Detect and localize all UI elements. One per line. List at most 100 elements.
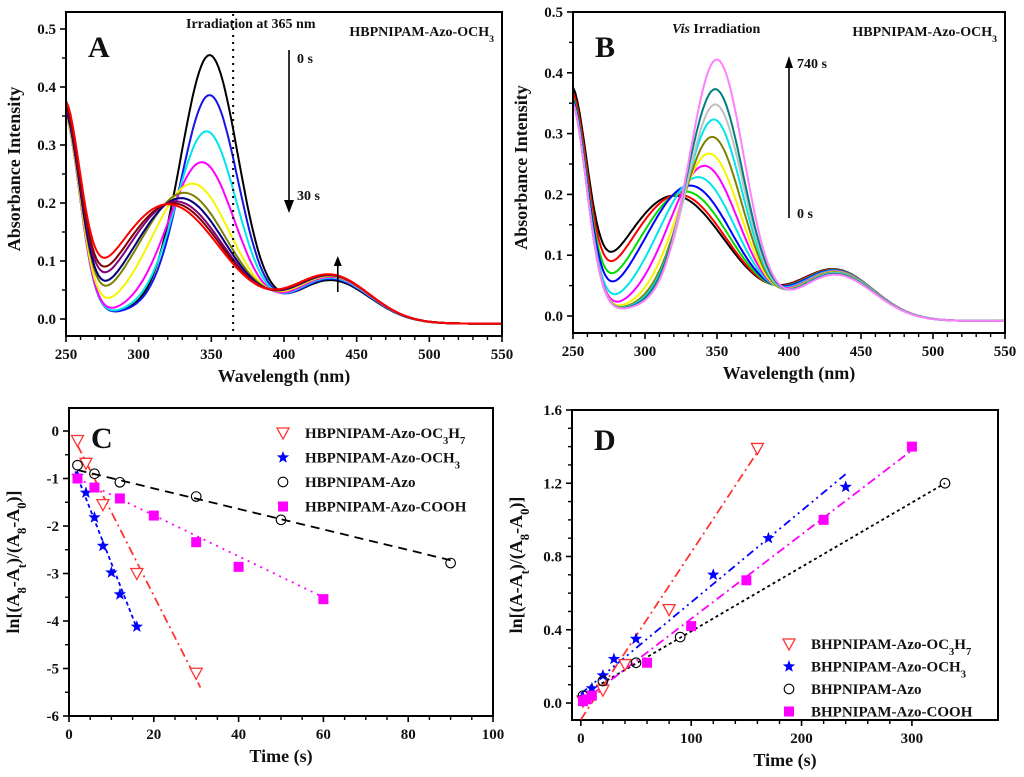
- circle-marker: [597, 675, 609, 687]
- circle-marker: [939, 477, 951, 489]
- triangle-marker: [595, 684, 610, 698]
- x-tick-label: 550: [491, 347, 514, 363]
- series-group: [573, 58, 1005, 322]
- legend-item: HBPNIPAM-Azo-COOH: [278, 500, 467, 516]
- legend-item: HBPNIPAM-Azo: [277, 475, 416, 491]
- square-marker: [148, 510, 159, 521]
- panel-c: 0 20 40 60 80 100 0 -1 -2 -3 -4 -5 -6 Time (s) Cln[(A8…: [3, 407, 504, 767]
- legend-item: BHPNIPAM-Azo-COOH: [784, 705, 973, 721]
- y-tick-label: 0.0: [543, 696, 562, 712]
- circle-marker: [445, 557, 456, 569]
- triangle-marker: [781, 638, 797, 652]
- y-tick-label: -1: [47, 472, 60, 488]
- legend: HBPNIPAM-Azo-OC3H7 HBPNIPAM-Azo-OCH3 HBPNI…: [275, 426, 467, 516]
- panel-d: 0 100 200 300 0.0 0.4 0.8 1.2 1.6 Time (s) Dln[(A-…: [506, 403, 999, 771]
- star-marker: [629, 632, 643, 645]
- star-marker: [105, 566, 118, 578]
- y-tick-label: -5: [47, 662, 60, 678]
- y-tick-label: 0.5: [544, 5, 563, 21]
- y-tick-label: 0.4: [37, 80, 56, 96]
- circle-marker: [277, 476, 289, 488]
- circle-marker: [275, 514, 287, 526]
- legend-label: BHPNIPAM-Azo-OCH3: [811, 660, 966, 681]
- square-marker: [233, 561, 244, 572]
- fit-line: [580, 449, 913, 704]
- square-marker: [89, 482, 100, 493]
- legend-label: HBPNIPAM-Azo-COOH: [305, 500, 467, 516]
- y-tick-label: -4: [47, 614, 60, 630]
- y-tick-label: 0.8: [543, 550, 562, 566]
- x-tick-label: 500: [922, 344, 945, 360]
- spectrum-line: [66, 100, 502, 325]
- square-marker: [114, 493, 125, 504]
- square-marker: [318, 594, 329, 605]
- star-marker: [762, 531, 775, 544]
- y-tick-label: 0.1: [37, 254, 56, 270]
- triangle-marker: [662, 603, 677, 617]
- triangle-marker: [750, 442, 765, 456]
- x-tick-label: 400: [778, 344, 801, 360]
- legend-label: HBPNIPAM-Azo-OC3H7: [305, 426, 465, 447]
- x-tick-label: 500: [418, 347, 441, 363]
- triangle-marker: [129, 567, 144, 581]
- arrow-end-label: 740 s: [797, 57, 828, 72]
- spectrum-line: [66, 115, 502, 325]
- y-tick-label: 0.5: [37, 22, 56, 38]
- x-axis-label: Wavelength (nm): [723, 363, 856, 384]
- circle-marker: [630, 657, 642, 669]
- triangle-marker: [275, 427, 291, 441]
- x-axis-label: Time (s): [249, 746, 312, 767]
- square-marker: [906, 441, 917, 452]
- x-tick-label: 400: [273, 347, 296, 363]
- square-marker: [784, 706, 794, 717]
- square-marker: [72, 473, 83, 484]
- arrow-head-up-icon: [785, 56, 793, 68]
- y-tick-label: 0.0: [544, 309, 563, 325]
- y-tick-label: 0.0: [37, 312, 56, 328]
- irradiation-label: Irradiation at 365 nm: [186, 17, 316, 32]
- arrow-head-down-icon: [284, 200, 294, 213]
- x-tick-label: 550: [994, 344, 1017, 360]
- y-tick-label: 1.2: [543, 476, 562, 492]
- star-marker: [88, 511, 101, 523]
- x-axis-label: Time (s): [753, 750, 816, 771]
- star-marker: [839, 480, 852, 493]
- y-tick-label: 0.3: [544, 127, 563, 143]
- y-tick-label: 0.2: [544, 187, 563, 203]
- x-tick-label: 450: [345, 347, 368, 363]
- circle-marker: [114, 476, 126, 488]
- panel-label: B: [595, 31, 615, 64]
- plot-frame: [571, 409, 999, 721]
- y-tick-label: -2: [47, 519, 60, 535]
- fit-line: [580, 482, 946, 697]
- star-marker: [113, 587, 127, 600]
- star-marker: [79, 486, 93, 498]
- square-marker: [642, 657, 653, 668]
- y-tick-label: 0: [52, 424, 60, 440]
- y-tick-label: 0.4: [543, 623, 562, 639]
- legend-item: BHPNIPAM-Azo-OC3H7: [781, 637, 971, 658]
- y-tick-label: 1.6: [543, 403, 562, 419]
- x-tick-label: 250: [55, 347, 78, 363]
- triangle-marker: [70, 434, 85, 448]
- circle-marker: [783, 683, 795, 695]
- arrow-head-up-icon: [333, 256, 342, 266]
- y-tick-label: 0.3: [37, 138, 56, 154]
- spectrum-line: [66, 53, 502, 325]
- panel-b: 250 300 350 400 450 500 550 0.0 0.1 0.2 0.3 0.4 0.5 W…: [511, 5, 1016, 384]
- legend-item: BHPNIPAM-Azo: [783, 682, 922, 698]
- circle-marker: [89, 468, 100, 480]
- circle-marker: [72, 459, 83, 471]
- star-marker: [276, 451, 290, 463]
- square-marker: [818, 514, 829, 525]
- legend-label: HBPNIPAM-Azo: [305, 475, 416, 491]
- panel-label: C: [91, 422, 113, 455]
- y-axis-label: Absorbance Intensity: [4, 87, 24, 252]
- x-tick-label: 80: [401, 727, 416, 743]
- y-tick-label: 0.2: [37, 196, 56, 212]
- x-tick-label: 200: [790, 731, 813, 747]
- legend-item: HBPNIPAM-Azo-OC3H7: [275, 426, 465, 447]
- square-marker: [686, 621, 697, 632]
- irradiation-label: Vis Irradiation: [672, 22, 761, 37]
- fit-line: [76, 444, 202, 688]
